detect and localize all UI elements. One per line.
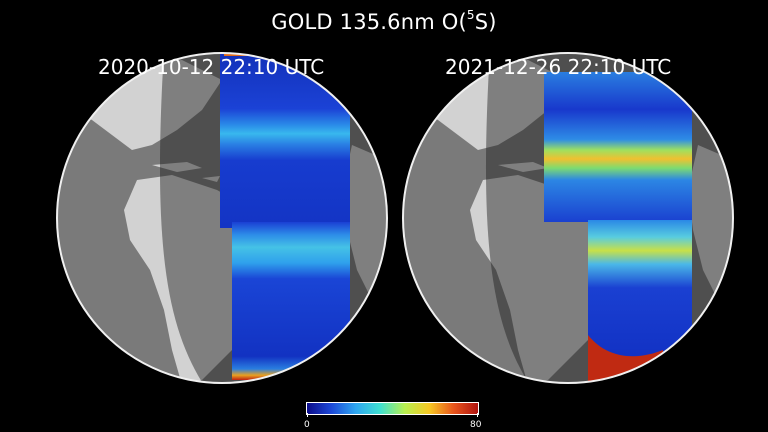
data-swath-south <box>232 222 350 380</box>
caribbean-islands <box>202 176 220 182</box>
colorbar-gradient <box>307 403 478 414</box>
colorbar <box>306 402 479 415</box>
title-suffix: S) <box>474 10 497 34</box>
globe-left <box>56 52 388 384</box>
globe-outline <box>56 52 388 384</box>
globe-outline <box>402 52 734 384</box>
colorbar-tick-max <box>477 413 478 417</box>
caribbean <box>498 162 548 172</box>
africa <box>688 145 733 300</box>
data-swath-north <box>544 72 692 222</box>
africa <box>342 145 387 300</box>
timestamp-left: 2020-10-12 22:10 UTC <box>98 55 325 79</box>
colorbar-tick-min <box>307 413 308 417</box>
timestamp-right: 2021-12-26 22:10 UTC <box>445 55 672 79</box>
colorbar-min-label: 0 <box>304 420 310 430</box>
title-prefix: GOLD 135.6nm O( <box>271 10 467 34</box>
colorbar-max-label: 80 <box>470 420 482 430</box>
figure-title: GOLD 135.6nm O(5S) <box>0 8 768 34</box>
globe-right <box>402 52 734 384</box>
caribbean <box>152 162 202 172</box>
title-superscript: 5 <box>466 8 475 22</box>
